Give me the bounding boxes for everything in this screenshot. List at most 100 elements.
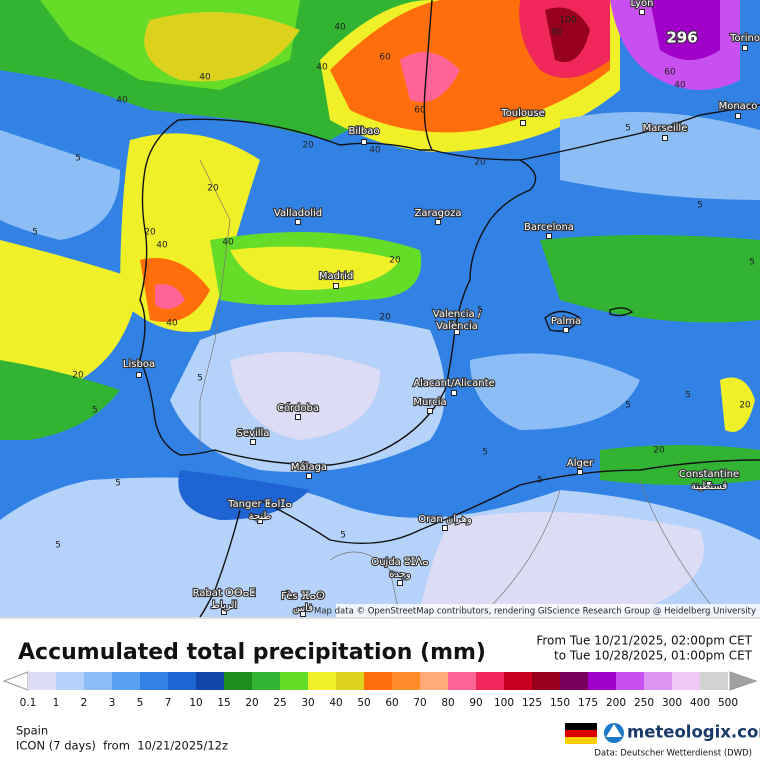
city-labels: Lyon Torino Monaco Marseille Toulouse Bilbao V… — [122, 0, 760, 617]
city-marker — [577, 469, 583, 475]
colorbar-tick-label: 30 — [301, 697, 314, 709]
precip-area — [545, 7, 590, 62]
contour-label: 5 — [749, 258, 755, 268]
contour-label: 40 — [166, 319, 178, 329]
precip-area — [540, 235, 760, 323]
city-marker — [250, 439, 256, 445]
colorbar-swatch — [448, 672, 476, 690]
colorbar-swatch — [140, 672, 168, 690]
contour-label: 5 — [477, 306, 483, 316]
contour-label: 5 — [482, 448, 488, 458]
city-marker — [136, 372, 142, 378]
contour-label: 60 — [414, 106, 426, 116]
brand-logo-mark — [606, 724, 622, 737]
colorbar-swatch — [56, 672, 84, 690]
contour-label: 5 — [32, 228, 38, 238]
city-marker — [454, 329, 460, 335]
period-to: to Tue 10/28/2025, 01:00pm CET — [554, 649, 753, 663]
colorbar-swatch — [196, 672, 224, 690]
city-marker — [735, 113, 741, 119]
colorbar-swatch — [616, 672, 644, 690]
city-label: Córdoba — [277, 402, 319, 414]
city-label: Valencia / — [433, 309, 482, 320]
city-label: Lisboa — [123, 359, 155, 370]
contour-label: 20 — [739, 401, 751, 411]
colorbar-tick-label: 1 — [53, 697, 60, 709]
colorbar-tick-label: 150 — [550, 697, 570, 709]
colorbar-tick-label: 15 — [217, 697, 230, 709]
city-label: Sevilla — [237, 428, 270, 439]
precip-area — [420, 512, 704, 610]
colorbar-tick-label: 2 — [81, 697, 88, 709]
colorbar-tick-label: 3 — [109, 697, 116, 709]
precip-area — [230, 352, 380, 440]
city-marker — [662, 135, 668, 141]
precip-area — [230, 246, 400, 290]
colorbar-swatch — [532, 672, 560, 690]
colorbar-tick-label: 500 — [718, 697, 738, 709]
precip-area — [470, 353, 640, 430]
contour-label: 20 — [207, 184, 219, 194]
contour-label: 5 — [197, 374, 203, 384]
attribution-background — [336, 604, 760, 617]
contour-label: 5 — [115, 479, 121, 489]
city-marker — [639, 9, 645, 15]
colorbar-tick-label: 0.1 — [20, 697, 37, 709]
colorbar-tick-label: 90 — [469, 697, 482, 709]
city-marker — [706, 481, 712, 487]
city-label: Toulouse — [500, 108, 544, 119]
city-label: قسنطينة — [691, 481, 728, 492]
city-label: Oujda ⵓⵊⴷⴰ — [371, 557, 428, 568]
colorbar-tick-label: 300 — [662, 697, 682, 709]
city-label: Bilbao — [348, 126, 379, 137]
brand-name[interactable]: meteologix.com — [627, 723, 760, 742]
colorbar: 0.1 1 2 3 5 7 10 15 20 25 30 40 50 60 70 80 90 100 125 150 1… — [20, 672, 738, 709]
city-marker — [300, 611, 306, 617]
city-label: Valladolid — [274, 208, 322, 219]
city-marker — [563, 327, 569, 333]
colorbar-swatch — [252, 672, 280, 690]
max-value-label: 296 — [666, 29, 697, 47]
contour-label: 5 — [685, 391, 691, 401]
colorbar-swatch — [560, 672, 588, 690]
legend-title: Accumulated total precipitation (mm) — [18, 640, 486, 665]
colorbar-tick-label: 20 — [245, 697, 258, 709]
city-label: Málaga — [291, 461, 327, 473]
colorbar-tick-label: 100 — [494, 697, 514, 709]
city-marker — [742, 45, 748, 51]
city-marker — [397, 580, 403, 586]
city-marker — [520, 120, 526, 126]
city-label: Barcelona — [524, 222, 574, 233]
colorbar-arrow-low — [2, 671, 29, 691]
island-coastline — [544, 307, 634, 332]
city-label: Tanger ⵟⴰⵏⵊⴰ — [227, 499, 292, 510]
colorbar-swatch — [308, 672, 336, 690]
precip-area — [720, 377, 755, 432]
colorbar-swatch — [672, 672, 700, 690]
legend-panel: Accumulated total precipitation (mm) Fro… — [0, 617, 760, 759]
contour-label: 5 — [75, 154, 81, 164]
flag — [565, 723, 597, 744]
colorbar-tick-label: 25 — [273, 697, 286, 709]
colorbar-tick-label: 250 — [634, 697, 654, 709]
coastline — [139, 0, 537, 466]
contour-label: 40 — [116, 96, 128, 106]
colorbar-swatch — [476, 672, 504, 690]
city-label: Torino — [729, 33, 760, 44]
contour-label: 40 — [199, 73, 211, 83]
city-label: Palma — [551, 316, 581, 327]
contour-label: 20 — [144, 228, 156, 238]
contour-label: 40 — [674, 81, 686, 91]
city-label: València — [436, 320, 478, 332]
contour-label: 60 — [379, 53, 391, 63]
precip-area — [650, 0, 720, 60]
contour-label: 20 — [474, 158, 486, 168]
precip-area — [400, 52, 460, 102]
city-marker — [442, 525, 448, 531]
colorbar-tick-label: 40 — [329, 697, 342, 709]
colorbar-swatch — [700, 672, 728, 690]
coastline — [519, 104, 760, 161]
contour-label: 40 — [222, 238, 234, 248]
contour-label: 5 — [697, 201, 703, 211]
